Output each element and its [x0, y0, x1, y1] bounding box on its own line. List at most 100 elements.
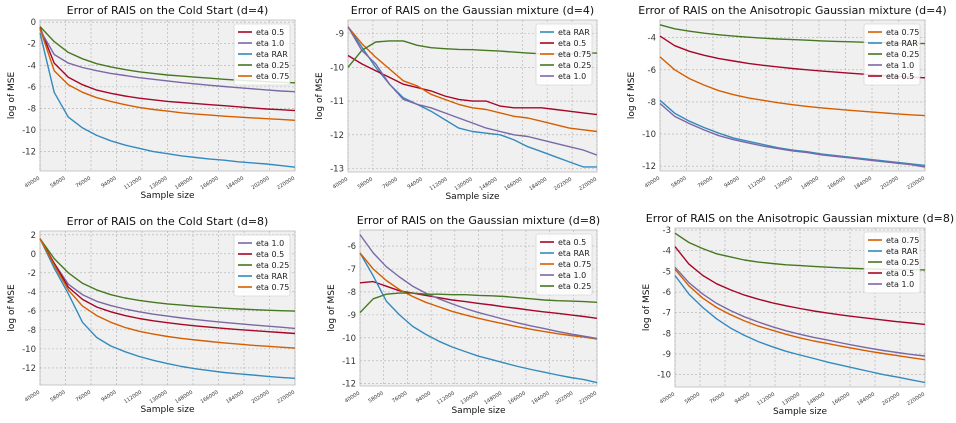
- y-tick-label: -4: [663, 247, 671, 257]
- series-line-eta-0_75: [674, 268, 926, 361]
- legend: eta 1.0 eta 0.5 eta 0.25 eta RAR eta 0.75: [233, 234, 291, 297]
- series-line-eta-1_0: [39, 238, 296, 330]
- x-tick-label: 130000: [460, 391, 480, 407]
- y-axis-label: log of MSE: [642, 284, 652, 332]
- y-tick-label: -6: [348, 242, 356, 252]
- legend: eta 0.75 eta RAR eta 0.25 eta 1.0 eta 0.5: [863, 23, 921, 86]
- x-tick-label: 58000: [49, 390, 66, 404]
- x-axis-label: Sample size: [445, 192, 500, 202]
- y-tick-label: -10: [22, 345, 36, 355]
- x-tick-label: 112000: [123, 390, 143, 406]
- y-tick-label: -12: [642, 162, 656, 172]
- chart-title: Error of RAIS on the Anisotropic Gaussia…: [646, 212, 954, 225]
- y-tick-label: -10: [342, 334, 356, 344]
- legend-label: eta 0.25: [558, 282, 591, 291]
- x-tick-label: 40000: [659, 392, 676, 406]
- chart-title: Error of RAIS on the Gaussian mixture (d…: [351, 4, 594, 17]
- x-tick-label: 94000: [415, 391, 432, 405]
- legend-label: eta 0.25: [256, 261, 289, 270]
- y-tick-label: -4: [648, 34, 656, 44]
- y-axis-label: log of MSE: [315, 72, 325, 120]
- legend: eta 0.75 eta RAR eta 0.25 eta 0.5 eta 1.0: [863, 231, 921, 294]
- legend-label: eta 0.5: [256, 250, 284, 259]
- legend-box: [233, 23, 291, 86]
- x-tick-label: 184000: [225, 176, 245, 192]
- x-tick-label: 148000: [800, 176, 820, 192]
- legend: eta 0.5 eta RAR eta 0.75 eta 1.0 eta 0.25: [535, 233, 593, 296]
- x-axis-label: Sample size: [140, 191, 195, 201]
- x-tick-label: 202000: [554, 391, 574, 407]
- legend-box: [535, 23, 593, 86]
- legend-label: eta 1.0: [886, 280, 914, 289]
- x-tick-label: 76000: [709, 392, 726, 406]
- legend-box: [863, 231, 921, 294]
- legend-label: eta 0.5: [886, 269, 914, 278]
- x-tick-label: 58000: [357, 177, 374, 191]
- series-line-eta-0_5: [359, 280, 598, 319]
- series-line-eta-1_0: [659, 102, 926, 168]
- y-tick-label: -7: [348, 265, 356, 275]
- y-axis-label: log of MSE: [7, 284, 17, 332]
- x-tick-label: 58000: [49, 176, 66, 190]
- y-tick-label: -11: [330, 97, 344, 107]
- legend-label: eta 0.75: [558, 260, 591, 269]
- chart-title: Error of RAIS on the Gaussian mixture (d…: [357, 214, 600, 227]
- y-tick-label: -9: [336, 30, 344, 40]
- chart-panel-4: 2 0 -2 -4 -6 -8 -10 -12 40000 58000 76000 94000 1120…: [7, 215, 296, 415]
- x-tick-label: 220000: [578, 391, 598, 407]
- legend-label: eta RAR: [256, 272, 288, 281]
- chart-title: Error of RAIS on the Anisotropic Gaussia…: [638, 4, 946, 17]
- x-tick-label: 130000: [454, 177, 474, 193]
- x-tick-label: 166000: [503, 177, 523, 193]
- legend: eta RAR eta 0.5 eta 0.75 eta 0.25 eta 1.0: [535, 23, 593, 86]
- series-line-eta-RAR: [359, 252, 598, 384]
- y-tick-label: -9: [348, 311, 356, 321]
- x-tick-label: 166000: [200, 390, 220, 406]
- x-tick-label: 76000: [75, 176, 92, 190]
- y-tick-label: -2: [28, 269, 36, 279]
- series-line-eta-RAR: [39, 238, 296, 379]
- legend-label: eta 0.75: [558, 50, 591, 59]
- y-tick-label: -6: [28, 307, 36, 317]
- legend-label: eta 1.0: [558, 271, 586, 280]
- y-tick-label: -6: [28, 83, 36, 93]
- x-tick-label: 202000: [251, 390, 271, 406]
- x-tick-label: 94000: [723, 176, 740, 190]
- x-tick-label: 148000: [174, 176, 194, 192]
- y-tick-label: -12: [330, 131, 344, 141]
- x-tick-label: 202000: [553, 177, 573, 193]
- legend-box: [535, 233, 593, 296]
- x-tick-label: 94000: [734, 392, 751, 406]
- legend-label: eta RAR: [256, 50, 288, 59]
- x-tick-label: 184000: [225, 390, 245, 406]
- x-tick-label: 76000: [697, 176, 714, 190]
- x-tick-label: 76000: [75, 390, 92, 404]
- series-line-eta-0_5: [674, 246, 926, 326]
- legend-label: eta 1.0: [886, 61, 914, 70]
- x-tick-label: 202000: [880, 176, 900, 192]
- x-tick-label: 58000: [670, 176, 687, 190]
- series-line-eta-0_25: [39, 238, 296, 312]
- x-tick-label: 130000: [781, 392, 801, 408]
- x-tick-label: 58000: [368, 391, 385, 405]
- y-tick-label: -10: [642, 130, 656, 140]
- legend-label: eta 1.0: [256, 239, 284, 248]
- x-tick-label: 40000: [24, 390, 41, 404]
- y-tick-label: -8: [648, 98, 656, 108]
- chart-panel-1: 0 -2 -4 -6 -8 -10 -12 40000 58000 76000 94000 11200…: [7, 4, 296, 201]
- x-tick-label: 112000: [747, 176, 767, 192]
- legend-label: eta 0.25: [886, 258, 919, 267]
- y-tick-label: -9: [663, 350, 671, 360]
- series-line-eta-0_75: [359, 252, 598, 340]
- y-tick-label: -6: [648, 66, 656, 76]
- x-axis-label: Sample size: [451, 406, 506, 416]
- x-tick-label: 166000: [827, 176, 847, 192]
- x-tick-label: 112000: [756, 392, 776, 408]
- x-tick-label: 220000: [906, 392, 926, 408]
- x-tick-label: 220000: [276, 176, 296, 192]
- series-line-eta-1_0: [359, 234, 598, 340]
- legend-label: eta RAR: [886, 247, 918, 256]
- chart-panel-6: -3 -4 -5 -6 -7 -8 -9 -10 40000 58000 76000 94000 112…: [642, 212, 954, 417]
- y-axis-label: log of MSE: [327, 284, 337, 332]
